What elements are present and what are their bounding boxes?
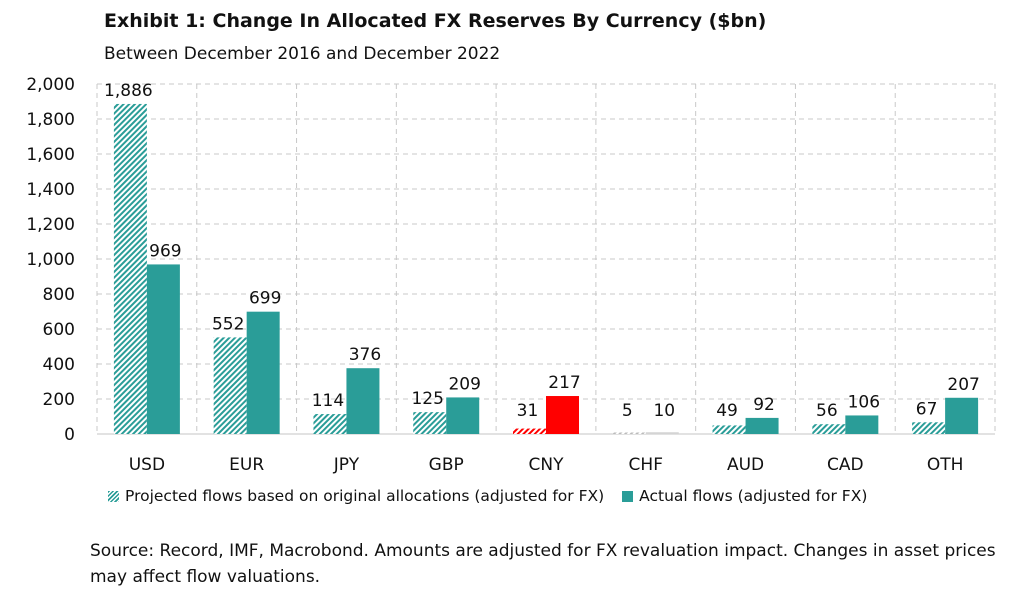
y-tick-label: 2,000 [26, 75, 75, 95]
bar-actual-cad [845, 415, 879, 434]
data-label-projected-chf: 5 [622, 401, 633, 421]
x-tick-label-cny: CNY [529, 455, 565, 475]
x-tick-label-chf: CHF [629, 455, 663, 475]
x-axis: USD EUR JPY GBP CNY CHF AUD CAD OTH [129, 455, 964, 475]
bar-projected-jpy [313, 414, 347, 434]
legend: Projected flows based on original alloca… [108, 487, 885, 505]
legend-item-actual: Actual flows (adjusted for FX) [622, 487, 867, 505]
legend-swatch-projected [108, 490, 119, 502]
bar-actual-cny [546, 396, 579, 434]
bars [113, 103, 979, 434]
bar-projected-cad [812, 424, 846, 434]
bar-actual-usd [146, 264, 180, 434]
bar-actual-oth [945, 397, 979, 434]
data-label-projected-eur: 552 [212, 314, 244, 334]
x-tick-label-oth: OTH [927, 455, 964, 475]
bar-actual-chf [645, 432, 679, 434]
data-label-actual-cad: 106 [848, 392, 880, 412]
x-tick-label-usd: USD [129, 455, 165, 475]
y-axis: 0 200 400 600 800 1,000 1,200 1,400 1,600 1,800 2,… [26, 75, 75, 445]
data-label-projected-oth: 67 [916, 399, 938, 419]
y-tick-label: 1,600 [26, 145, 75, 165]
data-label-projected-gbp: 125 [411, 389, 443, 409]
data-label-actual-gbp: 209 [448, 374, 480, 394]
bar-projected-chf [612, 432, 646, 434]
data-label-actual-jpy: 376 [349, 345, 381, 365]
y-tick-label: 1,200 [26, 215, 75, 235]
y-tick-label: 0 [64, 425, 75, 445]
bar-actual-aud [745, 417, 779, 434]
x-tick-label-eur: EUR [229, 455, 264, 475]
data-label-actual-chf: 10 [653, 401, 675, 421]
bar-projected-gbp [413, 412, 447, 434]
y-tick-label: 1,400 [26, 180, 75, 200]
data-label-actual-usd: 969 [149, 241, 181, 261]
y-tick-label: 800 [43, 285, 75, 305]
data-label-projected-jpy: 114 [312, 391, 344, 411]
data-label-actual-cny: 217 [548, 373, 580, 393]
legend-item-projected: Projected flows based on original alloca… [108, 487, 604, 505]
chart-subtitle: Between December 2016 and December 2022 [104, 44, 501, 64]
chart-title: Exhibit 1: Change In Allocated FX Reserv… [104, 10, 767, 32]
data-label-actual-aud: 92 [753, 395, 775, 415]
x-tick-label-aud: AUD [727, 455, 764, 475]
bar-projected-aud [712, 425, 746, 434]
bar-projected-oth [912, 422, 946, 434]
data-label-projected-cad: 56 [816, 401, 838, 421]
y-tick-label: 600 [43, 320, 75, 340]
legend-label-actual: Actual flows (adjusted for FX) [639, 487, 868, 505]
x-tick-label-jpy: JPY [333, 455, 360, 475]
source-note: Source: Record, IMF, Macrobond. Amounts … [90, 541, 996, 587]
y-tick-label: 200 [43, 390, 75, 410]
y-tick-label: 1,800 [26, 110, 75, 130]
bar-projected-usd [113, 103, 147, 434]
legend-label-projected: Projected flows based on original alloca… [125, 487, 605, 505]
y-tick-label: 1,000 [26, 250, 75, 270]
data-label-projected-cny: 31 [517, 401, 539, 421]
bar-chart: 0 200 400 600 800 1,000 1,200 1,400 1,600 1,800 2,… [26, 75, 996, 475]
bar-actual-eur [246, 311, 280, 434]
bar-actual-gbp [446, 397, 480, 434]
legend-swatch-actual [622, 490, 634, 502]
data-label-projected-aud: 49 [716, 401, 738, 421]
bar-projected-cny [513, 428, 546, 434]
bar-projected-eur [213, 337, 247, 434]
data-label-projected-usd: 1,886 [104, 81, 153, 101]
data-label-actual-oth: 207 [947, 375, 979, 395]
data-label-actual-eur: 699 [249, 289, 281, 309]
bar-actual-jpy [346, 368, 380, 434]
x-tick-label-gbp: GBP [429, 455, 464, 475]
x-tick-label-cad: CAD [827, 455, 864, 475]
y-tick-label: 400 [43, 355, 75, 375]
